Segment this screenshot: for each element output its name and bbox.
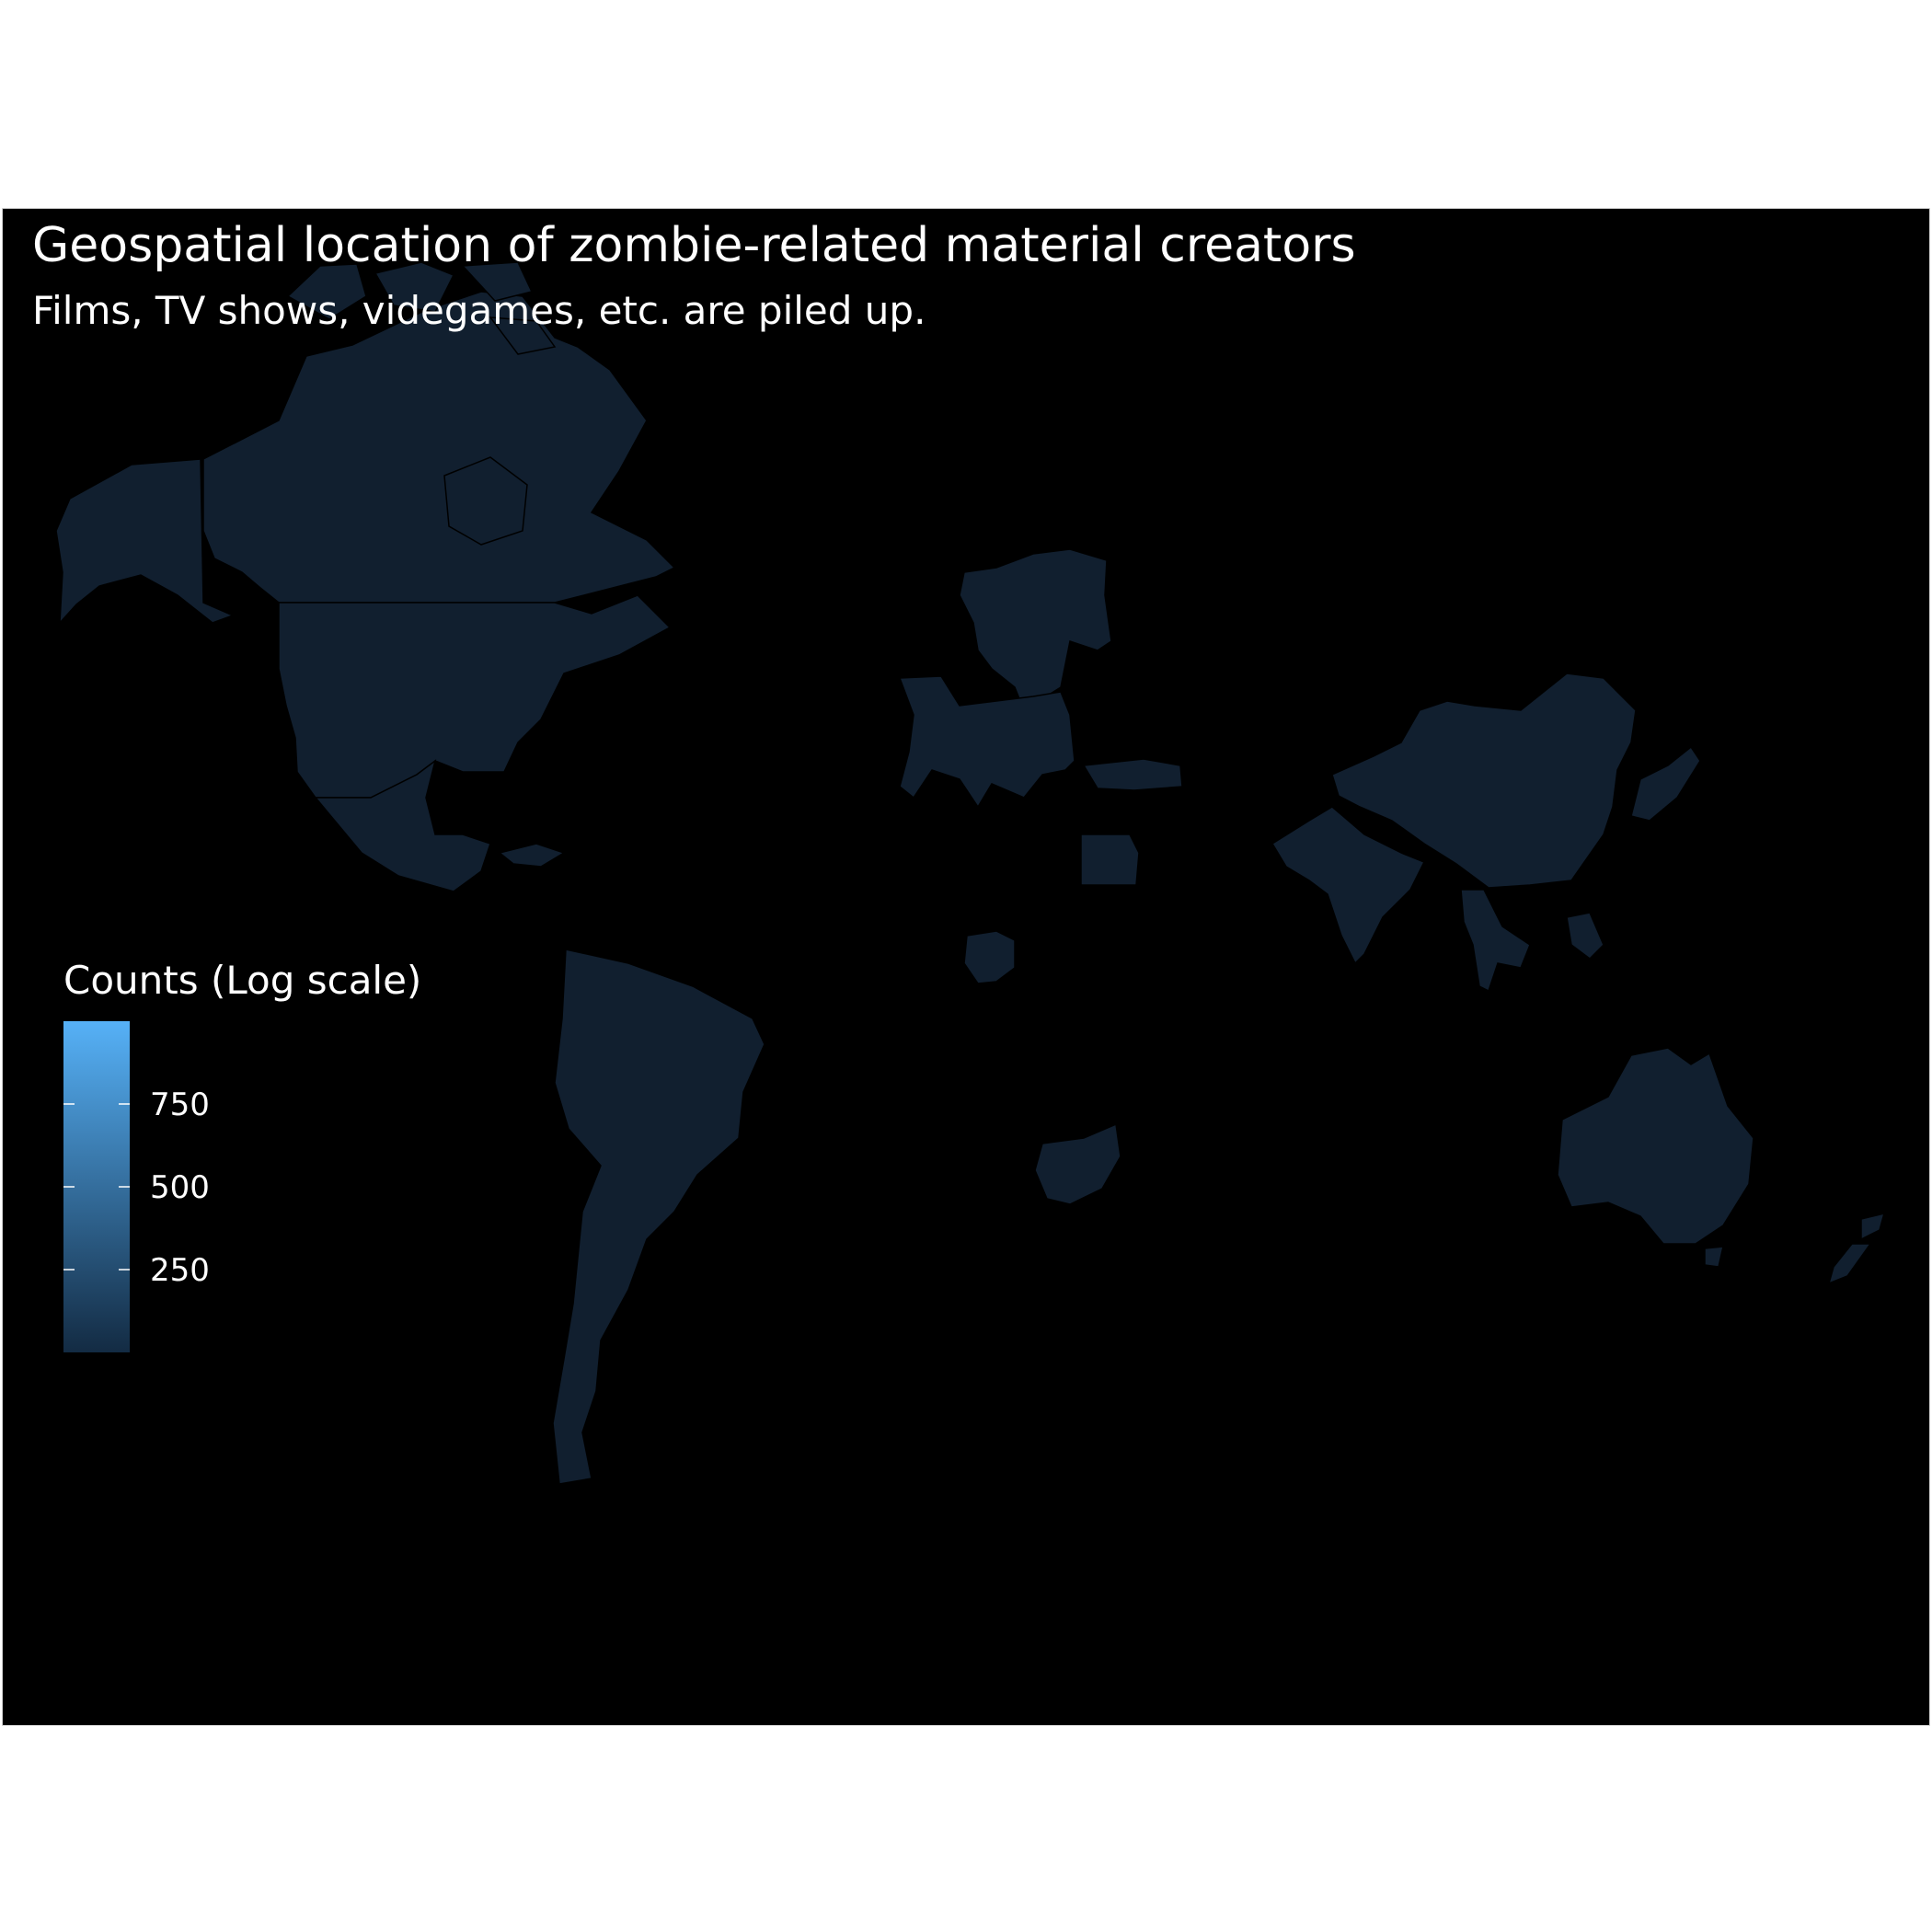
legend-tick-label: 250	[150, 1252, 210, 1289]
region-alaska	[55, 458, 236, 626]
region-south-america	[552, 949, 765, 1485]
region-scandinavia	[959, 548, 1112, 712]
region-south-africa	[1034, 1122, 1121, 1205]
legend-tick-label: 750	[150, 1087, 210, 1123]
region-nigeria	[963, 930, 1016, 984]
map-subtitle: Films, TV shows, videgames, etc. are pil…	[32, 288, 926, 333]
region-china	[1331, 673, 1637, 889]
legend-title: Counts (Log scale)	[63, 958, 422, 1003]
map-title: Geospatial location of zombie-related ma…	[32, 218, 1356, 273]
region-new-zealand	[1827, 1212, 1886, 1285]
region-arctic	[286, 261, 557, 355]
legend-tick-label: 500	[150, 1169, 210, 1206]
region-egypt	[1080, 834, 1140, 886]
region-usa	[278, 594, 672, 799]
region-australia	[1557, 1047, 1754, 1268]
world-map: 750 500 250	[55, 261, 1886, 1485]
region-mexico	[314, 759, 491, 892]
region-india	[1271, 806, 1426, 965]
region-canada	[202, 291, 676, 604]
legend-colorbar-group: 750 500 250	[63, 1021, 210, 1352]
region-turkey	[1082, 758, 1183, 791]
map-panel: 750 500 250 Geospatial location of zombie-…	[2, 208, 1930, 1726]
land-layer	[55, 261, 1886, 1485]
region-europe	[898, 675, 1075, 809]
region-seasia	[1460, 889, 1604, 993]
region-japan	[1630, 745, 1701, 822]
region-cuba	[498, 843, 566, 868]
